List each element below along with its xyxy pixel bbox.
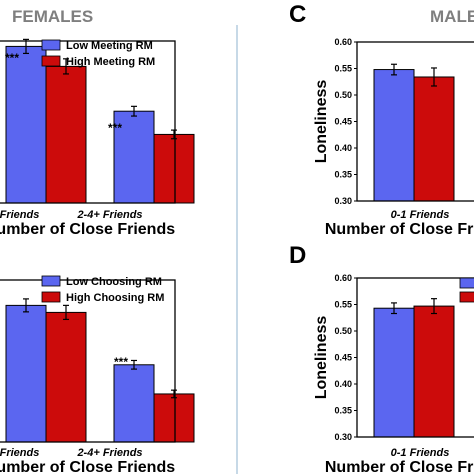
error-bar — [23, 298, 29, 313]
y-axis-label: Loneliness — [313, 80, 330, 164]
x-axis-label: Number of Close Friends — [0, 221, 175, 238]
significance-marker: *** — [108, 121, 122, 135]
legend-label: High Meeting RM — [66, 56, 155, 68]
legend: Low Meeting RM High Meeting RM — [41, 39, 155, 68]
x-category-label: 0-1 Friends — [0, 209, 39, 221]
bar-a-high-2 — [153, 133, 195, 204]
x-category-label: 0-1 Friends — [0, 447, 39, 459]
panel-d: 0.300.350.400.450.500.550.600-1 Friends2… — [289, 242, 474, 474]
x-category-label: 0-1 Friends — [391, 209, 450, 221]
legend-swatch — [41, 291, 61, 303]
bar-a-high-1 — [45, 65, 87, 204]
significance-marker: *** — [114, 355, 128, 369]
plot-frame — [0, 279, 176, 443]
legend-label: High Choosing RM — [66, 292, 164, 304]
y-axis-label: Loneliness — [313, 316, 330, 400]
legend — [459, 277, 474, 303]
bar-c-high-1 — [413, 76, 455, 202]
error-bar — [131, 105, 137, 117]
y-tick-label: 0.40 — [334, 379, 352, 389]
bar-d-high-1 — [413, 305, 455, 438]
panel-letter: C — [289, 1, 306, 28]
y-tick-label: 0.35 — [334, 170, 352, 180]
section-label-females: FEMALES — [12, 7, 93, 26]
x-category-label: 0-1 Friends — [391, 447, 450, 459]
panel-c: 0.300.350.400.450.500.550.600-1 Friends2… — [289, 1, 474, 238]
bar-d-low-1 — [373, 307, 415, 438]
legend-swatch — [41, 39, 61, 51]
legend-swatch — [41, 275, 61, 287]
significance-marker: *** — [5, 51, 19, 65]
error-bar — [131, 359, 137, 370]
bar-b-low-1 — [5, 304, 47, 443]
legend-swatch — [459, 277, 474, 289]
error-bar — [171, 129, 177, 140]
x-axis-label: Number of Close Friends — [325, 459, 474, 474]
plot-frame — [0, 40, 176, 204]
y-tick-label: 0.45 — [334, 353, 352, 363]
error-bar — [431, 67, 437, 87]
error-bar — [171, 389, 177, 399]
y-tick-label: 0.40 — [334, 143, 352, 153]
y-tick-label: 0.60 — [334, 37, 352, 47]
error-bar — [391, 63, 397, 76]
y-tick-label: 0.30 — [334, 196, 352, 206]
legend-label: Low Meeting RM — [66, 40, 153, 52]
y-tick-label: 0.55 — [334, 64, 352, 74]
error-bar — [63, 58, 69, 75]
y-tick-label: 0.50 — [334, 326, 352, 336]
y-tick-label: 0.60 — [334, 273, 352, 283]
y-tick-label: 0.30 — [334, 432, 352, 442]
y-tick-label: 0.45 — [334, 117, 352, 127]
error-bar — [63, 304, 69, 321]
panel-letter: D — [289, 242, 306, 269]
section-label-males: MALES — [430, 7, 474, 26]
y-tick-label: 0.50 — [334, 90, 352, 100]
x-axis-label: Number of Close Friends — [0, 459, 175, 474]
bar-b-high-2 — [153, 393, 195, 443]
y-tick-label: 0.55 — [334, 300, 352, 310]
legend-label: Low Choosing RM — [66, 276, 162, 288]
x-axis-label: Number of Close Friends — [325, 221, 474, 238]
bar-b-high-1 — [45, 311, 87, 443]
bar-a-low-1 — [5, 45, 47, 204]
error-bar — [23, 38, 29, 55]
error-bar — [391, 302, 397, 315]
legend: Low Choosing RM High Choosing RM — [41, 275, 164, 304]
x-category-label: 2-4+ Friends — [76, 209, 142, 221]
bar-c-low-1 — [373, 69, 415, 202]
legend-swatch — [459, 291, 474, 303]
bar-b-low-2 — [113, 364, 155, 443]
y-tick-label: 0.35 — [334, 406, 352, 416]
legend-swatch — [41, 55, 61, 67]
x-category-label: 2-4+ Friends — [76, 447, 142, 459]
error-bar — [431, 298, 437, 315]
